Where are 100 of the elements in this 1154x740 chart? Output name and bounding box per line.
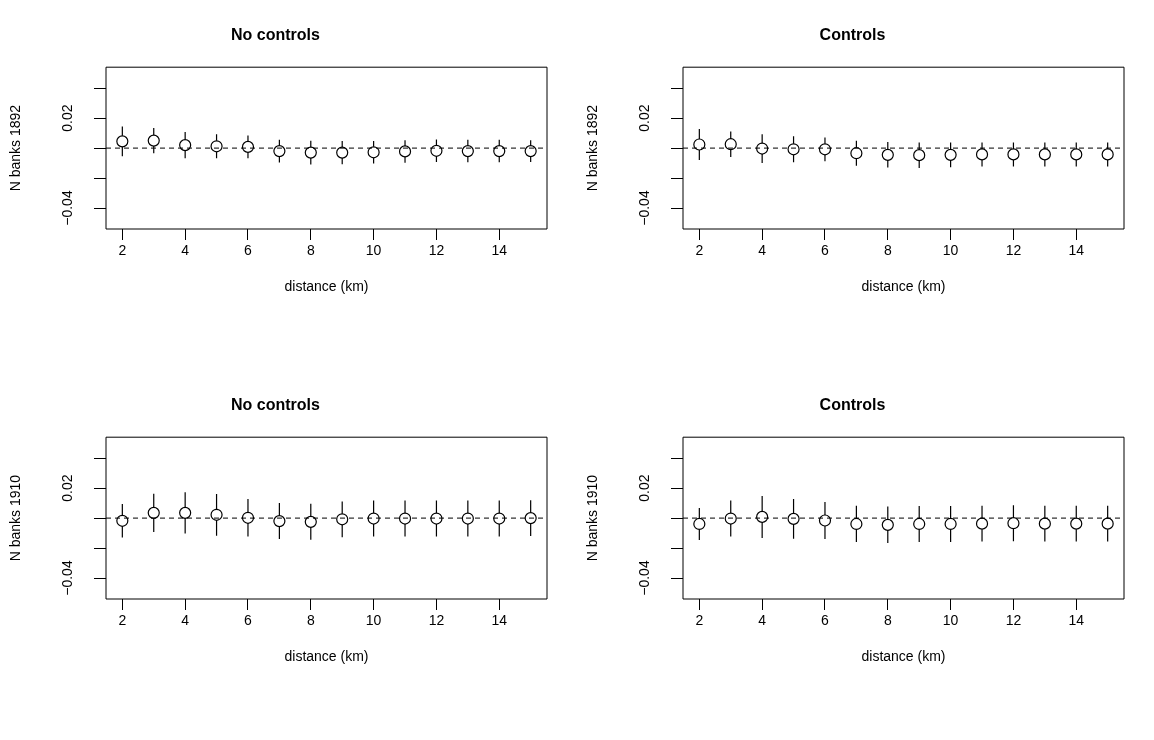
x-tick-label: 10: [365, 242, 382, 259]
point: [913, 517, 926, 531]
chart-title: No controls: [231, 396, 321, 414]
point: [818, 514, 832, 527]
point: [398, 145, 412, 158]
chart-title: No controls: [231, 26, 321, 44]
point: [430, 512, 443, 525]
y-axis-title: N banks 1892: [584, 104, 601, 192]
x-tick-label: 12: [428, 612, 445, 629]
chart-title: Controls: [819, 26, 886, 44]
x-tick-label: 4: [758, 242, 767, 259]
y-tick-label: −0.04: [58, 190, 75, 226]
x-tick-label: 2: [695, 612, 704, 629]
point: [367, 146, 380, 159]
x-tick-label: 4: [181, 612, 190, 629]
point: [1038, 148, 1051, 161]
x-tick-label: 12: [428, 242, 445, 259]
point: [975, 517, 989, 530]
y-tick-label: −0.04: [635, 190, 652, 226]
point: [1070, 517, 1083, 530]
x-tick-label: 6: [244, 242, 253, 259]
x-tick-label: 4: [181, 242, 190, 259]
point: [524, 145, 537, 158]
y-axis-title: N banks 1892: [7, 104, 24, 192]
x-tick-label: 14: [1068, 242, 1085, 259]
x-tick-label: 10: [942, 242, 959, 259]
point: [693, 517, 706, 531]
point: [818, 143, 832, 156]
point: [1007, 517, 1020, 530]
x-tick-label: 12: [1005, 612, 1022, 629]
point: [493, 145, 506, 158]
point: [881, 148, 894, 161]
y-tick-label: 0.02: [635, 104, 652, 132]
point: [850, 517, 863, 531]
y-tick-label: 0.02: [635, 474, 652, 502]
x-axis-title: distance (km): [861, 648, 946, 665]
point: [273, 145, 286, 158]
x-tick-label: 4: [758, 612, 767, 629]
x-tick-label: 8: [306, 242, 315, 259]
point: [430, 144, 443, 157]
point: [147, 506, 160, 519]
y-tick-label: −0.04: [58, 560, 75, 596]
x-tick-label: 8: [306, 612, 315, 629]
x-tick-label: 12: [1005, 242, 1022, 259]
point: [913, 149, 926, 162]
x-tick-label: 8: [883, 612, 892, 629]
point: [1101, 148, 1114, 161]
point: [787, 143, 800, 156]
point: [241, 511, 255, 524]
point: [273, 515, 286, 528]
point: [1070, 148, 1083, 161]
point: [179, 506, 192, 519]
y-axis-title: N banks 1910: [584, 474, 601, 562]
x-tick-label: 2: [118, 612, 127, 629]
point: [724, 138, 737, 151]
point: [210, 508, 223, 521]
y-tick-label: 0.02: [58, 104, 75, 132]
point: [524, 512, 537, 525]
point: [304, 515, 317, 528]
point: [756, 142, 769, 155]
point: [881, 518, 894, 531]
chart-title: Controls: [819, 396, 886, 414]
point: [336, 513, 349, 526]
x-tick-label: 10: [365, 612, 382, 629]
x-axis-title: distance (km): [284, 278, 369, 295]
point: [1038, 517, 1051, 530]
x-tick-label: 14: [491, 612, 508, 629]
x-tick-label: 6: [821, 612, 830, 629]
x-tick-label: 14: [1068, 612, 1085, 629]
point: [367, 512, 380, 525]
x-tick-label: 8: [883, 242, 892, 259]
point: [116, 514, 129, 527]
point: [304, 146, 317, 159]
x-axis-title: distance (km): [284, 648, 369, 665]
point: [1007, 148, 1020, 161]
point: [461, 145, 474, 158]
point: [461, 512, 474, 525]
point: [944, 148, 957, 161]
x-axis-title: distance (km): [861, 278, 946, 295]
point: [724, 512, 737, 525]
point: [147, 134, 160, 147]
y-tick-label: 0.02: [58, 474, 75, 502]
x-tick-label: 6: [244, 612, 253, 629]
x-tick-label: 2: [118, 242, 127, 259]
point: [693, 138, 706, 151]
point: [493, 512, 506, 525]
x-tick-label: 14: [491, 242, 508, 259]
point: [179, 139, 192, 152]
point: [241, 140, 255, 153]
point: [975, 148, 989, 161]
x-tick-label: 2: [695, 242, 704, 259]
point: [787, 512, 800, 525]
point: [336, 146, 349, 159]
y-tick-label: −0.04: [635, 560, 652, 596]
point: [944, 517, 957, 531]
point: [398, 512, 412, 525]
y-axis-title: N banks 1910: [7, 474, 24, 562]
x-tick-label: 10: [942, 612, 959, 629]
point: [1101, 517, 1114, 530]
x-tick-label: 6: [821, 242, 830, 259]
